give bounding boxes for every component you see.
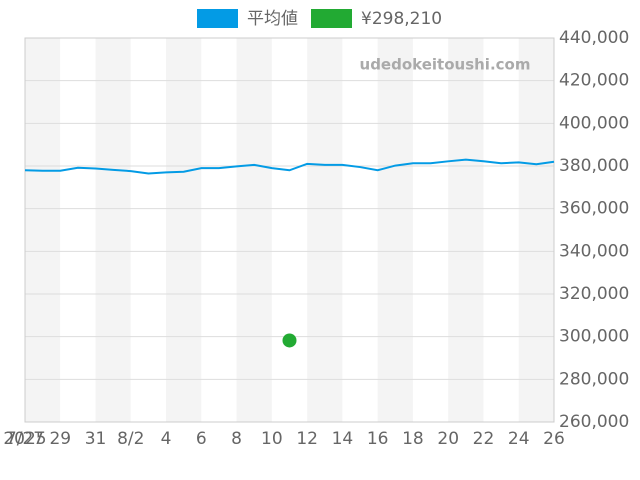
band bbox=[60, 38, 96, 422]
point bbox=[282, 333, 297, 348]
y-tick-label: 360,000 bbox=[559, 199, 629, 219]
legend-swatch bbox=[197, 9, 238, 28]
x-tick-label: 8 bbox=[231, 429, 242, 449]
legend-label: 平均値 bbox=[247, 9, 298, 29]
band bbox=[518, 38, 554, 422]
legend-label: ¥298,210 bbox=[361, 9, 442, 29]
band bbox=[342, 38, 378, 422]
plot-border bbox=[24, 37, 555, 423]
legend-swatch bbox=[311, 9, 352, 28]
background-bands bbox=[25, 38, 554, 422]
band bbox=[448, 38, 484, 422]
x-tick-label: 12 bbox=[296, 429, 318, 449]
band bbox=[166, 38, 202, 422]
line bbox=[24, 158, 555, 175]
watermark: udedokeitoushi.com bbox=[360, 56, 531, 74]
band bbox=[130, 38, 167, 422]
y-tick-label: 440,000 bbox=[559, 28, 629, 48]
band bbox=[271, 38, 308, 422]
x-tick-label: 20 bbox=[437, 429, 459, 449]
x-sublabel: 2025 bbox=[3, 429, 46, 449]
x-tick-label: 31 bbox=[85, 429, 107, 449]
x-tick-label: 4 bbox=[161, 429, 172, 449]
y-tick-label: 380,000 bbox=[559, 156, 629, 176]
x-tick-label: 10 bbox=[261, 429, 283, 449]
x-tick-label: 18 bbox=[402, 429, 424, 449]
band bbox=[201, 38, 237, 422]
x-tick-label: 29 bbox=[49, 429, 71, 449]
band bbox=[483, 38, 519, 422]
y-tick-label: 260,000 bbox=[559, 412, 629, 432]
x-tick-label: 7/27 bbox=[6, 429, 44, 449]
y-tick-label: 340,000 bbox=[559, 241, 629, 261]
x-tick-label: 14 bbox=[332, 429, 354, 449]
x-tick-label: 16 bbox=[367, 429, 389, 449]
y-tick-label: 320,000 bbox=[559, 284, 629, 304]
band bbox=[307, 38, 343, 422]
y-tick-label: 300,000 bbox=[559, 327, 629, 347]
x-tick-label: 26 bbox=[543, 429, 565, 449]
band bbox=[236, 38, 272, 422]
x-tick-label: 24 bbox=[508, 429, 530, 449]
x-tick-label: 22 bbox=[473, 429, 495, 449]
band bbox=[95, 38, 131, 422]
y-tick-label: 280,000 bbox=[559, 369, 629, 389]
x-tick-label: 8/2 bbox=[117, 429, 144, 449]
x-tick-label: 6 bbox=[196, 429, 207, 449]
y-tick-label: 420,000 bbox=[559, 71, 629, 91]
y-tick-label: 400,000 bbox=[559, 113, 629, 133]
band bbox=[25, 38, 61, 422]
band bbox=[412, 38, 449, 422]
band bbox=[377, 38, 413, 422]
